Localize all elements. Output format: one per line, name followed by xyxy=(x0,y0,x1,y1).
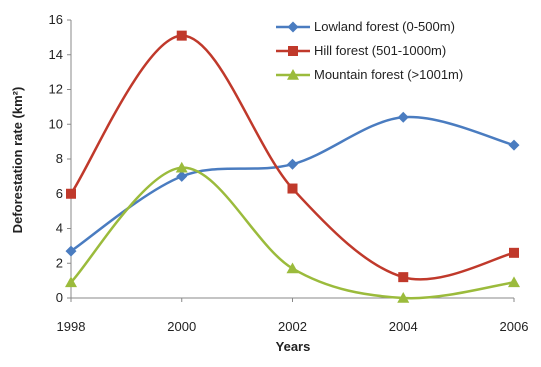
y-tick-label: 2 xyxy=(56,255,63,270)
series-line-2 xyxy=(69,34,515,281)
series-markers xyxy=(65,30,520,303)
data-point xyxy=(397,292,410,303)
data-point xyxy=(175,161,188,173)
legend-label: Mountain forest (>1001m) xyxy=(314,67,463,82)
y-tick-label: 12 xyxy=(49,82,63,97)
y-tick-label: 6 xyxy=(56,186,63,201)
data-point xyxy=(65,245,77,257)
data-point xyxy=(65,276,77,288)
x-tick-label: 2000 xyxy=(167,319,196,334)
y-tick-label: 14 xyxy=(49,47,63,62)
legend-marker xyxy=(288,46,298,56)
y-ticks: 0 2 4 6 8 10 12 14 16 xyxy=(49,12,71,305)
legend-label: Hill forest (501-1000m) xyxy=(314,43,446,58)
data-point xyxy=(66,188,76,199)
data-point xyxy=(508,276,520,288)
x-ticks: 1998 2000 2002 2004 2006 xyxy=(57,298,529,334)
data-point xyxy=(286,262,299,274)
x-tick-label: 2006 xyxy=(500,319,529,334)
y-tick-label: 16 xyxy=(49,12,63,27)
data-point xyxy=(508,139,520,151)
x-tick-label: 1998 xyxy=(57,319,86,334)
y-tick-label: 4 xyxy=(56,221,63,236)
y-axis-title: Deforestation rate (km²) xyxy=(10,87,25,234)
legend-marker xyxy=(287,21,299,33)
data-point xyxy=(287,183,298,194)
data-point xyxy=(509,247,519,258)
legend: Lowland forest (0-500m) Hill forest (501-… xyxy=(276,19,463,82)
data-point xyxy=(397,111,409,123)
legend-label: Lowland forest (0-500m) xyxy=(314,19,455,34)
x-tick-label: 2004 xyxy=(389,319,418,334)
legend-marker xyxy=(287,69,299,80)
series-line-3 xyxy=(70,166,515,300)
y-tick-label: 10 xyxy=(49,116,63,131)
data-point xyxy=(176,170,188,182)
data-point xyxy=(287,158,298,170)
x-tick-label: 2002 xyxy=(278,319,307,334)
y-tick-label: 0 xyxy=(56,290,63,305)
data-point xyxy=(176,30,187,41)
data-point xyxy=(398,272,409,283)
x-axis-title: Years xyxy=(276,339,311,354)
y-tick-label: 8 xyxy=(56,151,63,166)
